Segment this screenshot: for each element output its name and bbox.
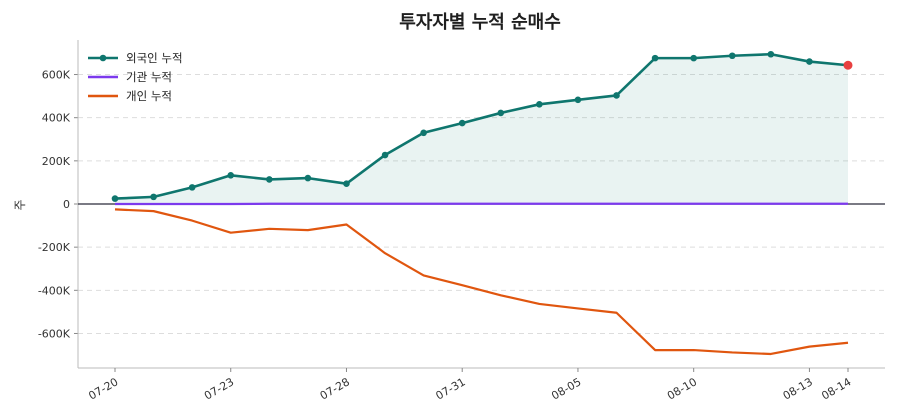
- y-tick-label: 600K: [42, 69, 71, 82]
- series-line-2: [114, 208, 849, 356]
- y-tick-labels: -600K -400K -200K 0 200K 400K 600K: [38, 69, 71, 341]
- data-point: [150, 193, 157, 201]
- y-tick-label: -400K: [38, 284, 71, 297]
- series-layer: [111, 50, 853, 356]
- legend-marker: [99, 54, 107, 62]
- data-point: [497, 109, 505, 117]
- x-tick-label: 07-31: [434, 375, 468, 402]
- legend-label: 개인 누적: [126, 89, 172, 103]
- y-tick-label: 0: [63, 198, 70, 211]
- x-tick-label: 08-05: [549, 375, 583, 402]
- x-tick-label: 08-14: [819, 375, 853, 402]
- data-point: [728, 52, 736, 60]
- x-tick-label: 08-13: [781, 375, 815, 402]
- x-tick-label: 07-23: [202, 375, 236, 402]
- legend-label: 외국인 누적: [126, 51, 183, 65]
- data-point: [188, 184, 196, 191]
- data-point: [574, 96, 582, 104]
- data-point: [806, 58, 813, 65]
- x-tick-label: 08-10: [665, 375, 699, 402]
- x-tick-label: 07-28: [318, 375, 352, 402]
- data-point: [420, 129, 427, 137]
- x-tick-label: 07-20: [86, 375, 120, 402]
- foreign-area-fill: [115, 54, 848, 205]
- data-point: [381, 151, 389, 159]
- y-tick-label: -600K: [38, 327, 71, 340]
- data-point: [767, 50, 775, 58]
- x-tick-labels: 07-20 07-23 07-28 07-31 08-05 08-10 08-13 08-14: [86, 375, 853, 402]
- series-line-0: [114, 52, 849, 200]
- last-point-marker: [843, 60, 853, 70]
- data-point: [266, 176, 273, 183]
- data-point: [651, 54, 659, 62]
- data-point: [613, 92, 620, 99]
- y-tick-label: 200K: [42, 155, 71, 168]
- y-tick-label: -200K: [38, 241, 71, 254]
- chart-title: 투자자별 누적 순매수: [399, 12, 561, 33]
- y-axis-label: 주: [13, 199, 27, 210]
- data-point: [227, 172, 235, 179]
- data-point: [690, 54, 697, 62]
- data-point: [458, 119, 466, 127]
- data-point: [343, 180, 350, 188]
- y-tick-label: 400K: [42, 112, 71, 125]
- data-point: [304, 174, 312, 182]
- data-point: [536, 101, 543, 108]
- data-point: [111, 195, 119, 202]
- legend-label: 기관 누적: [126, 70, 172, 84]
